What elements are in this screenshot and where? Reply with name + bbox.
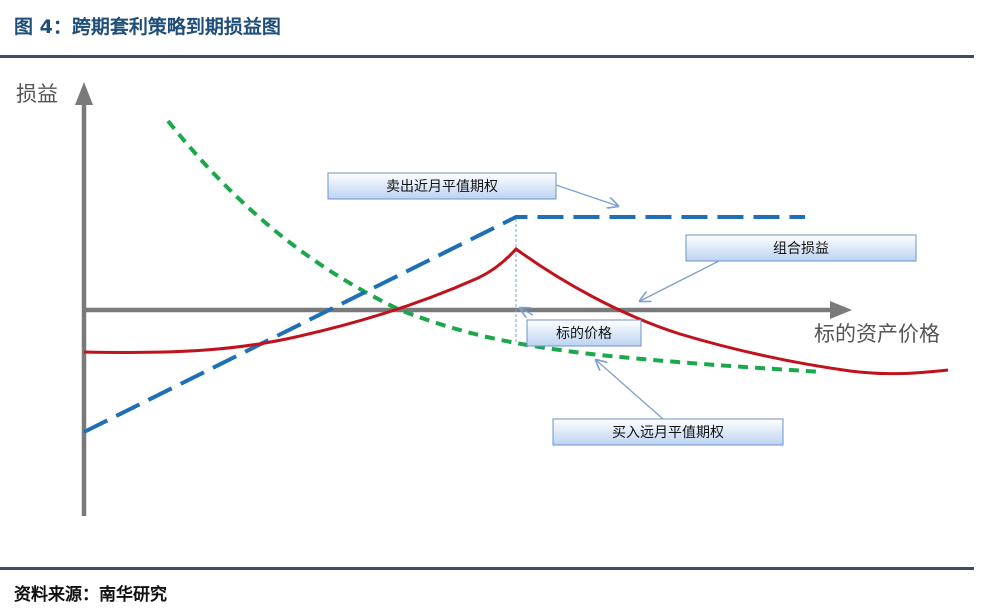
buy-far-option-curve — [166, 119, 823, 374]
callout-combo-label: 组合损益 — [773, 241, 829, 257]
header-rule — [0, 55, 974, 58]
callout-underlying-label: 标的价格 — [556, 326, 612, 342]
callout-buy-far-label: 买入远月平值期权 — [612, 425, 724, 441]
figure-source: 资料来源：南华研究 — [14, 585, 167, 605]
callout-sell-near-label: 卖出近月平值期权 — [386, 179, 498, 195]
x-axis-arrowhead — [830, 301, 852, 319]
callout-buy-far: 买入远月平值期权 — [552, 360, 784, 446]
callout-buy-far-pointer — [596, 360, 664, 420]
y-axis-label: 损益 — [16, 82, 58, 106]
y-axis-arrowhead — [75, 82, 93, 105]
figure-title: 图 4：跨期套利策略到期损益图 — [14, 16, 281, 38]
combined-payoff-curve — [83, 246, 949, 376]
callout-sell-near-pointer — [555, 184, 618, 206]
callout-combo-pointer — [640, 260, 720, 301]
footer-rule — [0, 567, 974, 570]
x-axis-label: 标的资产价格 — [814, 322, 940, 346]
sell-near-option-line — [83, 215, 805, 434]
callout-combo: 组合损益 — [640, 234, 917, 301]
callout-underlying: 标的价格 — [520, 308, 642, 347]
callout-sell-near: 卖出近月平值期权 — [327, 172, 618, 206]
callout-underlying-pointer — [520, 308, 534, 315]
